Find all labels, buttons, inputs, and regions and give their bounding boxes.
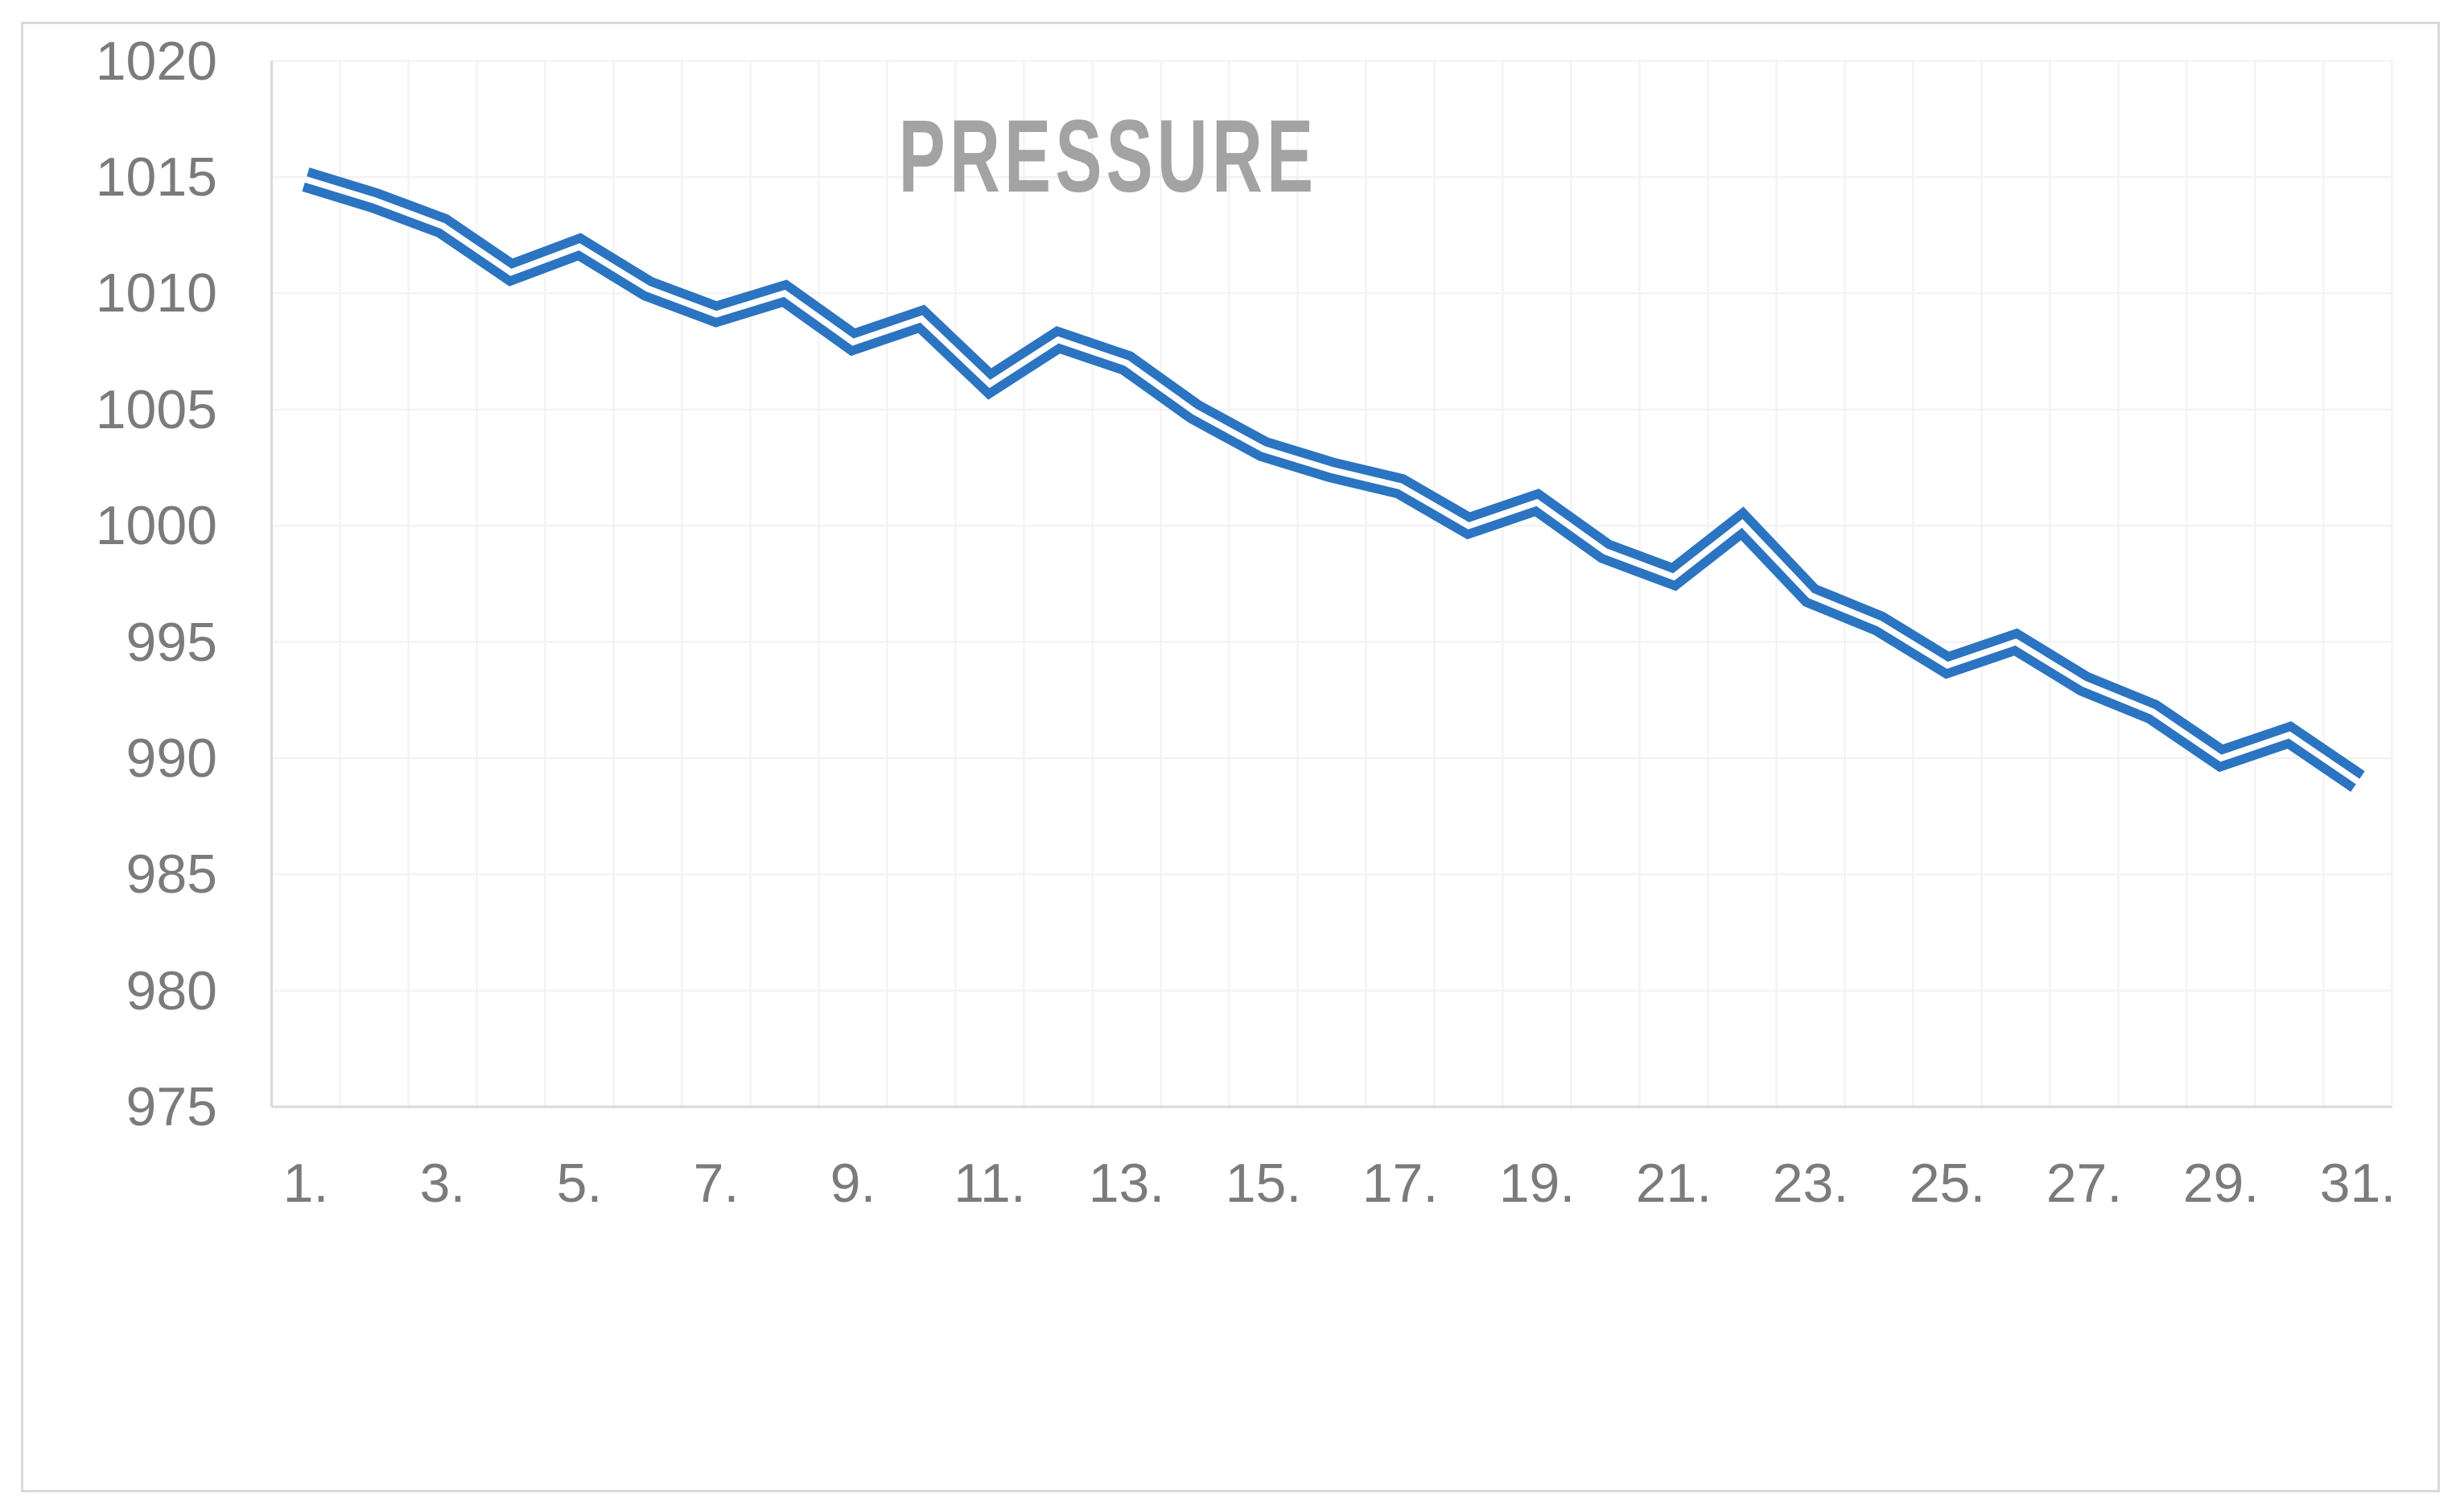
y-tick-label: 985 xyxy=(126,844,217,906)
x-tick-label: 25. xyxy=(1909,1153,1986,1214)
x-tick-label: 31. xyxy=(2319,1153,2396,1214)
x-tick-label: 17. xyxy=(1362,1153,1439,1214)
y-tick-label: 980 xyxy=(126,959,217,1021)
x-tick-label: 23. xyxy=(1772,1153,1849,1214)
x-tick-label: 1. xyxy=(282,1153,329,1214)
y-tick-label: 990 xyxy=(126,728,217,789)
x-tick-label: 21. xyxy=(1635,1153,1712,1214)
chart-border xyxy=(21,22,2440,1492)
y-tick-label: 995 xyxy=(126,611,217,673)
x-tick-label: 3. xyxy=(419,1153,466,1214)
x-tick-label: 15. xyxy=(1225,1153,1302,1214)
y-tick-label: 975 xyxy=(126,1076,217,1138)
chart-title: PRESSURE xyxy=(898,99,1318,214)
x-tick-label: 19. xyxy=(1498,1153,1576,1214)
y-tick-label: 1020 xyxy=(95,30,217,92)
x-tick-label: 13. xyxy=(1088,1153,1165,1214)
y-tick-label: 1005 xyxy=(95,378,217,440)
y-tick-label: 1010 xyxy=(95,262,217,324)
x-tick-label: 5. xyxy=(556,1153,603,1214)
x-tick-label: 9. xyxy=(830,1153,876,1214)
x-tick-label: 29. xyxy=(2182,1153,2260,1214)
x-tick-label: 27. xyxy=(2046,1153,2123,1214)
x-tick-label: 7. xyxy=(693,1153,740,1214)
y-tick-label: 1015 xyxy=(95,146,217,208)
x-tick-label: 11. xyxy=(954,1153,1026,1214)
pressure-series-line-core xyxy=(304,176,2360,785)
y-tick-label: 1000 xyxy=(95,495,217,557)
